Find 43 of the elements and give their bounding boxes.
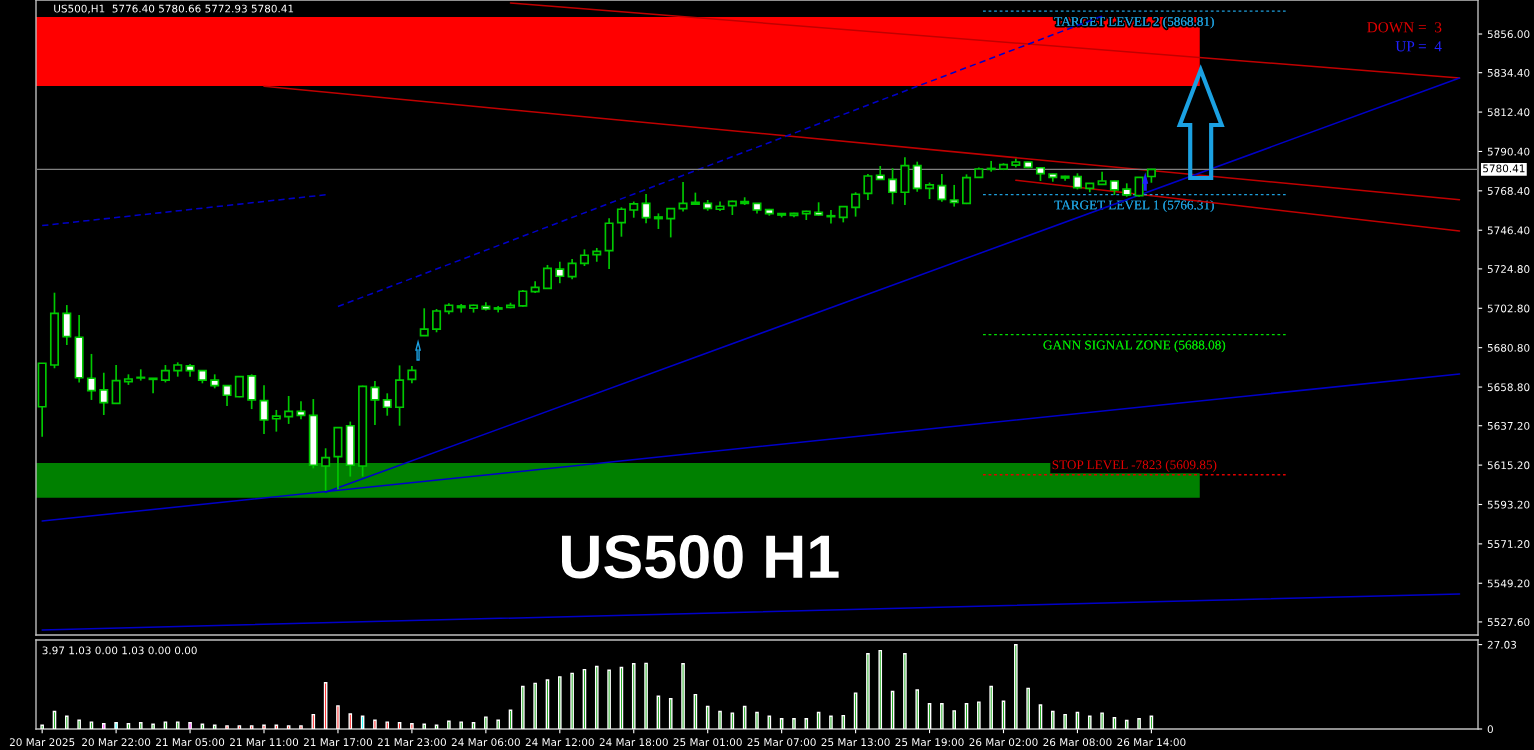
y-tick-label: 5812.40 — [1487, 108, 1530, 117]
ref-line-label: 5780.41 — [1483, 164, 1525, 173]
ref-line-label: STOP LEVEL -7823 (5609.85) — [1052, 459, 1217, 472]
annotation: 3.97 1.03 0.00 1.03 0.00 0.00 — [42, 646, 197, 655]
y-tick-label: 5549.20 — [1487, 579, 1530, 588]
annotation: UP = 4 — [1395, 41, 1442, 52]
y-tick-label: 5702.80 — [1487, 304, 1530, 313]
y-tick-label: 5658.80 — [1487, 383, 1530, 392]
x-tick-label: 26 Mar 14:00 — [1117, 738, 1186, 747]
y-tick-label: 5790.40 — [1487, 147, 1530, 156]
x-tick-label: 25 Mar 13:00 — [821, 738, 890, 747]
annotation: US500 H1 — [562, 535, 839, 579]
y-tick-label: 5615.20 — [1487, 461, 1530, 470]
x-tick-label: 24 Mar 12:00 — [525, 738, 594, 747]
y-tick-label: 5768.40 — [1487, 187, 1530, 195]
x-tick-label: 20 Mar 2025 — [9, 738, 75, 747]
x-tick-label: 21 Mar 05:00 — [156, 738, 225, 747]
y-tick-label: 5856.00 — [1487, 30, 1530, 39]
x-tick-label: 24 Mar 18:00 — [599, 738, 668, 747]
ref-line-label: TARGET LEVEL 1 (5766.31) — [1054, 200, 1214, 213]
x-tick-label: 26 Mar 08:00 — [1043, 738, 1112, 747]
y-tick-label: 27.03 — [1487, 640, 1517, 649]
y-tick-label: 5593.20 — [1487, 500, 1530, 509]
x-tick-label: 25 Mar 07:00 — [747, 738, 816, 747]
y-tick-label: 0 — [1487, 725, 1493, 734]
x-tick-label: 25 Mar 01:00 — [673, 738, 742, 747]
y-tick-label: 5527.60 — [1487, 618, 1530, 627]
x-tick-label: 20 Mar 22:00 — [82, 738, 151, 747]
y-tick-label: 5834.40 — [1487, 68, 1530, 77]
chart-title: US500,H1 5776.40 5780.66 5772.93 5780.41 — [54, 4, 294, 14]
y-tick-label: 5571.20 — [1487, 540, 1530, 548]
y-tick-label: 5637.20 — [1487, 421, 1530, 430]
x-tick-label: 21 Mar 23:00 — [377, 738, 446, 747]
y-tick-label: 5746.40 — [1487, 226, 1530, 235]
annotation: DOWN = 3 — [1367, 22, 1442, 33]
y-tick-label: 5680.80 — [1487, 343, 1530, 352]
x-tick-label: 21 Mar 17:00 — [303, 738, 373, 747]
x-tick-label: 24 Mar 06:00 — [451, 738, 520, 747]
x-tick-label: 21 Mar 11:00 — [230, 738, 299, 747]
x-tick-label: 26 Mar 02:00 — [969, 738, 1038, 747]
ref-line-label: GANN SIGNAL ZONE (5688.08) — [1043, 340, 1226, 353]
y-tick-label: 5724.80 — [1487, 265, 1530, 273]
x-tick-label: 25 Mar 19:00 — [895, 738, 964, 747]
